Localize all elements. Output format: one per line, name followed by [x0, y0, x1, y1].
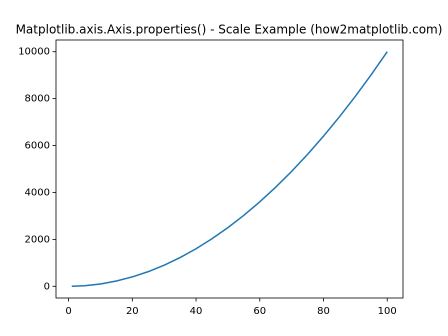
x-tick-label: 80: [317, 306, 330, 317]
x-tick-label: 60: [253, 306, 266, 317]
y-tick-label: 4000: [25, 187, 50, 198]
x-tick-label: 0: [65, 306, 71, 317]
y-tick-label: 8000: [25, 94, 50, 105]
y-tick-label: 0: [44, 281, 50, 292]
y-tick-label: 2000: [25, 234, 50, 245]
axes-frame: [55, 39, 404, 299]
x-tick-label: 20: [126, 306, 139, 317]
chart-title: Matplotlib.axis.Axis.properties() - Scal…: [16, 23, 443, 37]
y-tick-label: 6000: [25, 141, 50, 152]
x-tick-label: 40: [190, 306, 203, 317]
x-tick-label: 100: [378, 306, 397, 317]
y-tick-label: 10000: [18, 47, 50, 58]
line: [71, 51, 388, 288]
